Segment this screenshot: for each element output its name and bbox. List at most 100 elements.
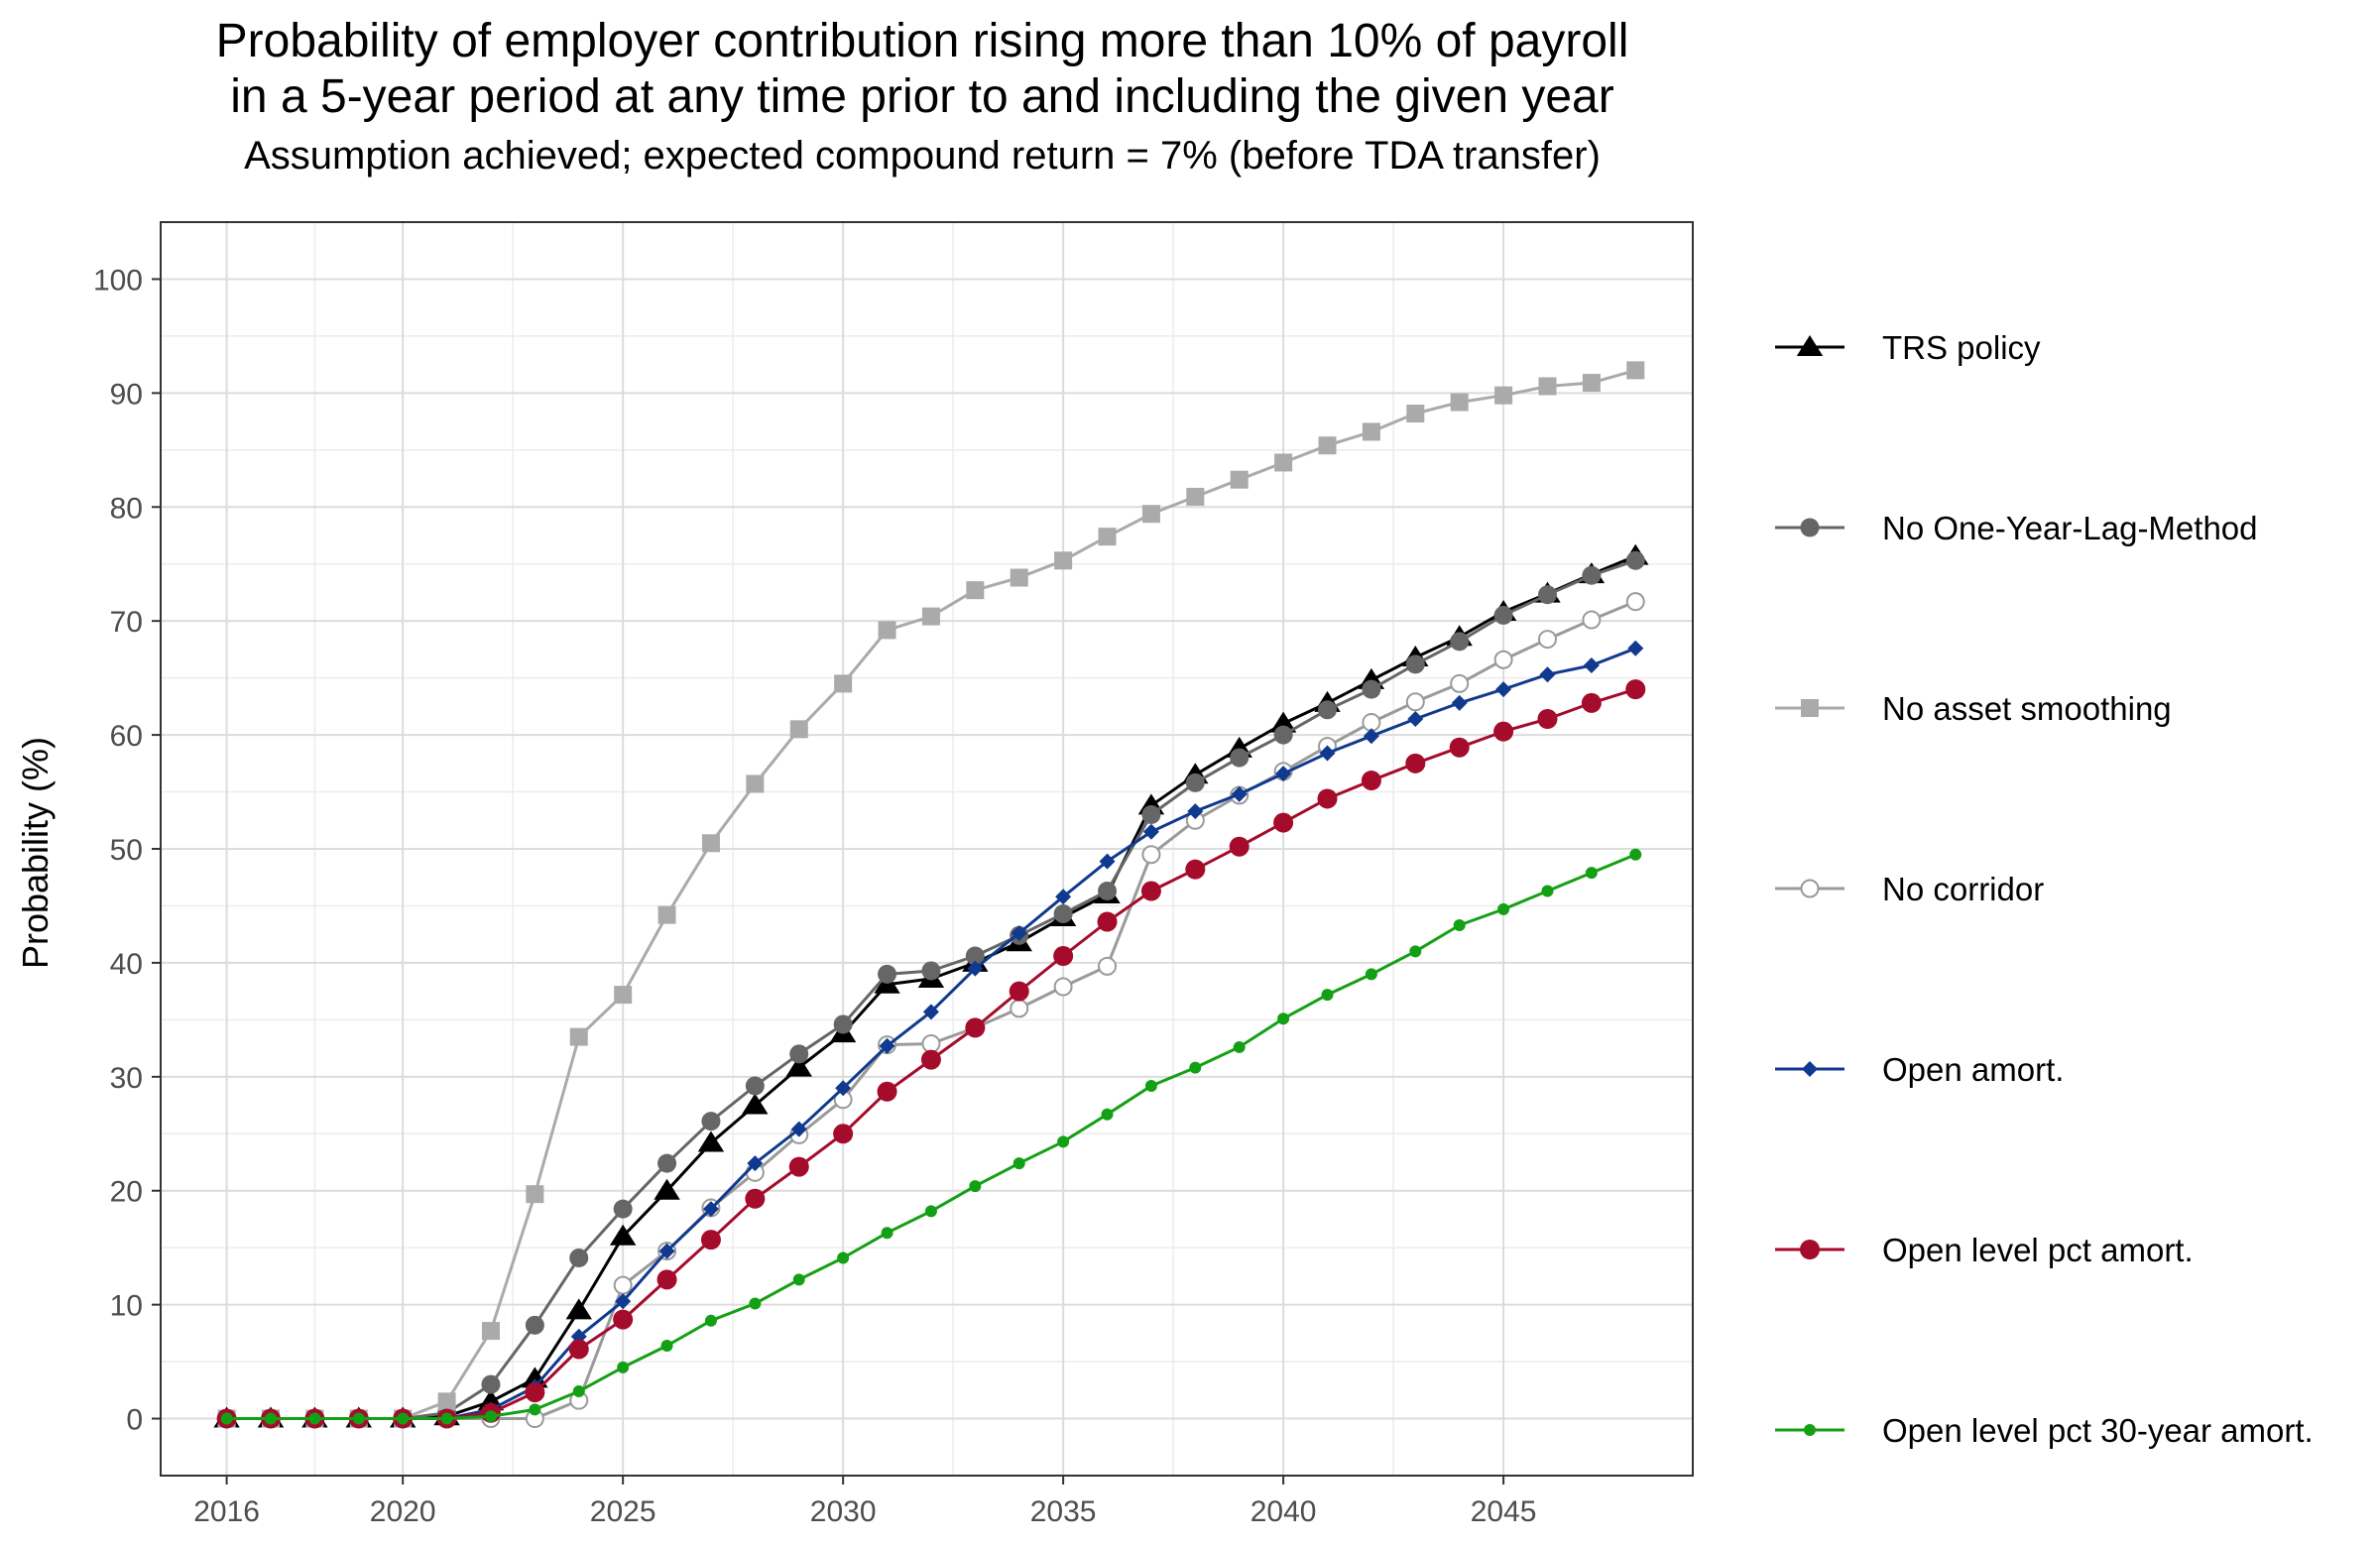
data-point <box>1101 1108 1114 1121</box>
data-point <box>746 774 765 793</box>
data-point <box>1451 694 1468 711</box>
data-point <box>965 946 985 966</box>
legend-key-marker <box>1802 1061 1818 1077</box>
data-point <box>614 986 633 1005</box>
data-point <box>1318 700 1338 720</box>
data-point <box>1230 748 1250 768</box>
series-line <box>226 368 1636 1420</box>
data-point <box>220 1412 233 1425</box>
data-point <box>1494 386 1513 405</box>
legend-label: TRS policy <box>1882 329 2041 366</box>
data-point <box>1277 1012 1290 1025</box>
data-point <box>1493 650 1513 669</box>
data-point <box>700 1230 721 1250</box>
data-point <box>657 905 676 924</box>
x-tick-label: 2035 <box>1030 1495 1097 1528</box>
series-line <box>226 853 1636 1420</box>
chart-subtitle: Assumption achieved; expected compound r… <box>244 134 1601 178</box>
data-point <box>879 1037 895 1054</box>
chart-titles: Probability of employer contribution ris… <box>0 14 1844 180</box>
data-point <box>833 1124 854 1144</box>
y-tick-label: 20 <box>110 1176 143 1209</box>
data-point <box>966 581 985 600</box>
legend-label: Open amort. <box>1882 1051 2064 1088</box>
legend-item: Open level pct 30-year amort. <box>1775 1412 2314 1449</box>
y-tick-label: 50 <box>110 834 143 867</box>
data-point <box>660 1340 673 1353</box>
data-point <box>1141 805 1161 825</box>
data-point <box>1141 505 1160 524</box>
data-point <box>790 1121 807 1137</box>
data-point <box>792 1273 805 1286</box>
data-point <box>1053 946 1074 967</box>
data-point <box>835 1080 852 1097</box>
legend-item: No One-Year-Lag-Method <box>1775 510 2258 546</box>
data-point <box>921 607 940 626</box>
legend-key-marker <box>1796 335 1824 356</box>
legend-key-marker <box>1804 1424 1816 1436</box>
data-point <box>922 1004 939 1020</box>
data-point <box>525 1315 544 1335</box>
data-point <box>967 960 984 977</box>
data-point <box>1583 656 1600 673</box>
data-point <box>1317 788 1338 809</box>
series-open-level-pct-30-year-amort <box>220 848 1642 1425</box>
data-point <box>308 1412 321 1425</box>
data-point <box>1537 630 1557 650</box>
data-point <box>1009 981 1029 1002</box>
data-point <box>1011 925 1027 942</box>
data-point <box>1537 709 1558 730</box>
data-point <box>920 1049 941 1070</box>
data-point <box>749 1297 762 1310</box>
data-point <box>484 1410 497 1423</box>
legend-key-marker <box>1801 699 1819 717</box>
data-point <box>264 1412 277 1425</box>
data-point <box>1449 737 1470 758</box>
data-point <box>1405 692 1425 712</box>
data-point <box>569 1249 589 1268</box>
data-point <box>437 1392 456 1411</box>
data-point <box>1318 436 1337 455</box>
data-point <box>789 1044 809 1064</box>
data-point <box>924 1205 937 1218</box>
x-tick-label: 2016 <box>193 1495 260 1528</box>
data-point <box>609 1224 637 1246</box>
data-point <box>1629 848 1642 861</box>
legend-item: Open amort. <box>1775 1051 2064 1088</box>
series-line <box>226 558 1636 1420</box>
data-point <box>1185 859 1206 880</box>
data-point <box>1273 725 1293 745</box>
chart-title: Probability of employer contribution ris… <box>215 15 1629 67</box>
data-point <box>1405 654 1425 674</box>
y-tick-label: 90 <box>110 378 143 411</box>
data-point <box>1141 845 1161 865</box>
data-point <box>565 1298 592 1320</box>
x-tick-label: 2045 <box>1471 1495 1537 1528</box>
data-point <box>1582 610 1602 630</box>
data-point <box>1409 945 1422 958</box>
data-point <box>745 1188 766 1209</box>
data-point <box>785 1055 812 1077</box>
data-point <box>878 964 897 984</box>
data-point <box>1186 487 1205 506</box>
data-point <box>1627 640 1644 656</box>
data-point <box>1539 666 1556 683</box>
data-point <box>1453 918 1466 931</box>
data-point <box>965 1017 986 1038</box>
series-no-one-year-lag-method <box>217 550 1645 1429</box>
data-point <box>1233 1040 1246 1053</box>
data-point <box>878 621 896 640</box>
data-point <box>1053 903 1073 923</box>
data-point <box>1450 673 1470 693</box>
data-point <box>877 1081 897 1102</box>
data-point <box>1625 550 1645 570</box>
legend-key-marker <box>1800 1240 1820 1259</box>
data-point <box>1269 711 1297 733</box>
y-tick-label: 30 <box>110 1062 143 1095</box>
data-point <box>833 1014 853 1034</box>
data-point <box>1626 361 1645 380</box>
y-tick-label: 70 <box>110 606 143 639</box>
data-point <box>1273 812 1294 833</box>
data-point <box>881 1227 893 1240</box>
x-tick-label: 2020 <box>370 1495 436 1528</box>
